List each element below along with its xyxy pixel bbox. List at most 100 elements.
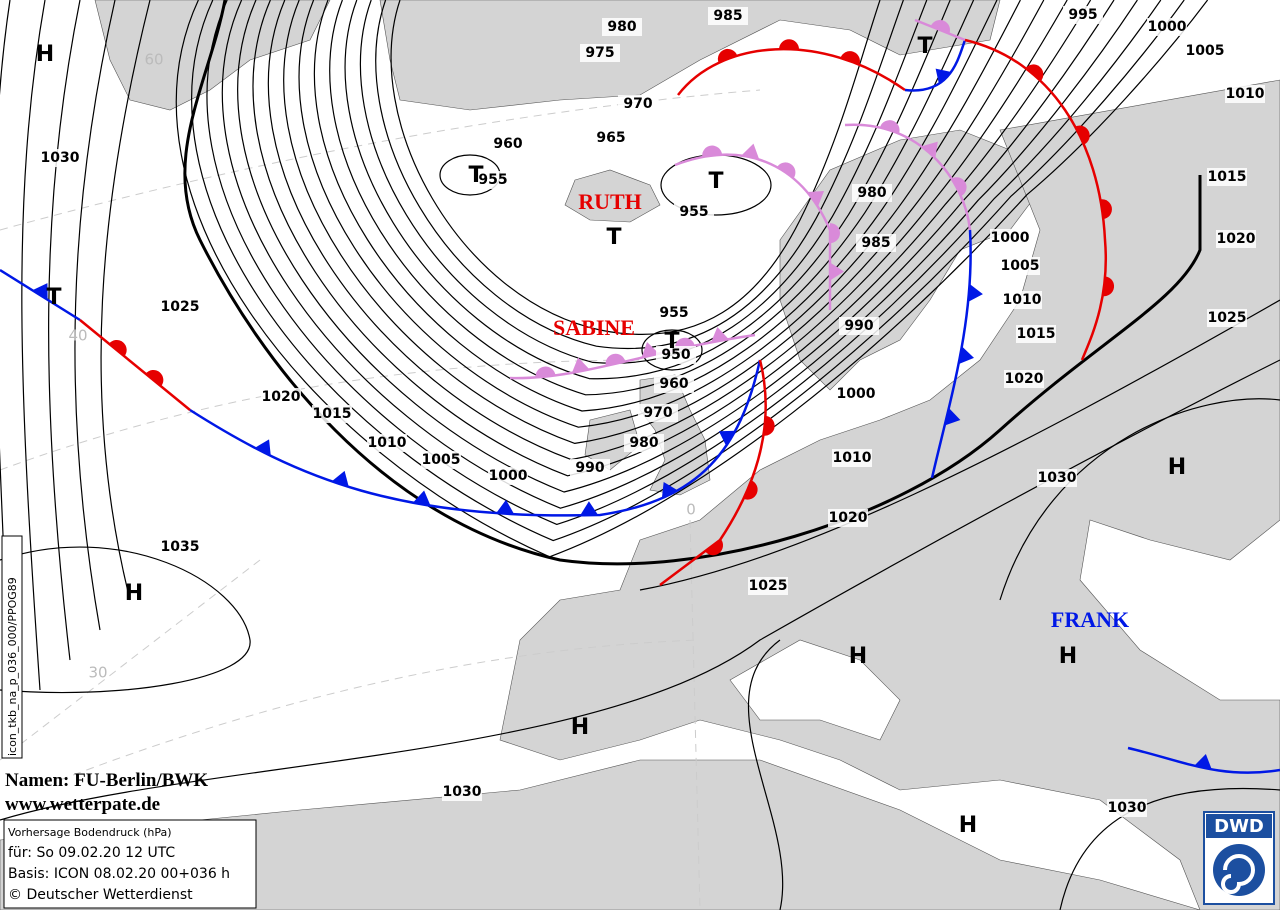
isobar-label: 1010 — [1003, 292, 1042, 308]
front — [844, 123, 972, 231]
isobar-label: 980 — [857, 185, 886, 201]
cold-front-symbol — [944, 408, 961, 426]
isobar-label-bg — [1063, 6, 1103, 24]
isobar-label: 960 — [493, 136, 522, 152]
pressure-system: T — [606, 225, 621, 250]
isobar — [641, 329, 703, 371]
isobar — [298, 0, 1021, 428]
cold-front-symbol — [496, 499, 515, 515]
warm-front-symbol — [880, 120, 900, 134]
front — [930, 229, 972, 479]
cold-front-symbol — [807, 191, 825, 207]
warm-front-symbol — [605, 353, 626, 367]
isobar — [639, 299, 1280, 591]
pressure-system: T — [917, 34, 932, 59]
credit-url: www.wetterpate.de — [5, 794, 160, 815]
isobar-label-bg — [1004, 370, 1044, 388]
front — [964, 38, 1108, 361]
greenland-arctic — [379, 0, 1001, 111]
isobar-label-bg — [488, 467, 528, 485]
isobar-label: 995 — [1068, 7, 1097, 23]
isobar-label-bg — [40, 149, 80, 167]
info-box — [3, 819, 257, 909]
logo-swirl — [1213, 844, 1265, 896]
warm-front-symbol — [1100, 199, 1112, 220]
isobar-label: 1000 — [991, 230, 1030, 246]
isobar-label-bg — [261, 388, 301, 406]
pressure-system: H — [1168, 455, 1186, 480]
pressure-system: T — [46, 285, 61, 310]
isobar-label-bg — [654, 375, 694, 393]
pressure-system: T — [664, 329, 679, 354]
front — [674, 153, 832, 310]
isobar-label: 1025 — [749, 578, 788, 594]
isobar-label: 960 — [659, 376, 688, 392]
isobar-label-bg — [638, 404, 678, 422]
isobar-label-bg — [1207, 309, 1247, 327]
isobar-label-bg — [160, 538, 200, 556]
info-line: Vorhersage Bodendruck (hPa) — [8, 826, 172, 839]
isobar-label-bg — [656, 346, 696, 364]
isobar-label: 1015 — [313, 406, 352, 422]
isobar-label: 1035 — [161, 539, 200, 555]
warm-front-symbol — [1102, 276, 1114, 297]
isobar-label: 1005 — [1186, 43, 1225, 59]
isobar-label-bg — [1002, 291, 1042, 309]
isobar-label: 990 — [575, 460, 604, 476]
warm-front-symbol — [840, 51, 860, 65]
graticule-label: 0 — [686, 501, 696, 519]
isobar-label-bg — [674, 203, 714, 221]
ireland — [584, 409, 641, 471]
isobar-1015 — [183, 0, 1202, 566]
warm-front-symbol — [951, 177, 967, 197]
isobar — [0, 546, 251, 694]
credit-names: Namen: FU-Berlin/BWK — [5, 770, 208, 791]
isobar-label-bg — [1225, 85, 1265, 103]
pressure-system: T — [708, 169, 723, 194]
warm-front-symbol — [717, 48, 738, 63]
isobar-label-bg — [488, 135, 528, 153]
pressure-system: H — [1059, 644, 1077, 669]
isobar — [267, 0, 1068, 461]
isobar-label: 950 — [661, 347, 690, 363]
isobar-label-bg — [421, 451, 461, 469]
pressure-system: H — [125, 581, 143, 606]
isobar-label-bg — [852, 184, 892, 202]
graticule-line — [689, 519, 701, 910]
isobar-label: 975 — [585, 45, 614, 61]
isobar-label-bg — [160, 298, 200, 316]
isobar-label-bg — [708, 7, 748, 25]
front — [79, 319, 191, 411]
isobar-label: 965 — [596, 130, 625, 146]
graticule-label: 60 — [144, 51, 163, 69]
isobar-label: 985 — [713, 8, 742, 24]
warm-front-symbol — [1075, 125, 1090, 145]
storm-name: SABINE — [553, 315, 635, 340]
warm-front-symbol — [743, 480, 758, 500]
cold-front-symbol — [641, 341, 659, 358]
isobar-label-bg — [442, 783, 482, 801]
isobar-label-bg — [836, 385, 876, 403]
graticule — [0, 89, 761, 910]
isobar-label-bg — [1037, 469, 1077, 487]
isobar-label: 1025 — [1208, 310, 1247, 326]
isobar-label: 1005 — [1001, 258, 1040, 274]
isobar-label: 1015 — [1208, 169, 1247, 185]
isobar-label: 970 — [623, 96, 652, 112]
cold-front-symbol — [830, 262, 844, 281]
isobar-label: 1020 — [262, 389, 301, 405]
isobar — [21, 0, 46, 691]
isobar-label-bg — [748, 577, 788, 595]
isobar — [48, 0, 81, 661]
isobar-label: 980 — [629, 435, 658, 451]
isobar-label-bg — [1016, 325, 1056, 343]
side-label: icon_tkb_na_p_036_000/PPOG89 — [6, 577, 19, 756]
isobar-label-bg — [367, 434, 407, 452]
isobar-label: 980 — [607, 19, 636, 35]
isobar-label-bg — [473, 171, 513, 189]
logo-text: DWD — [1214, 816, 1264, 837]
isobar-label: 1030 — [443, 784, 482, 800]
isobar-label-bg — [570, 459, 610, 477]
info-line: Basis: ICON 08.02.20 00+036 h — [8, 866, 230, 882]
